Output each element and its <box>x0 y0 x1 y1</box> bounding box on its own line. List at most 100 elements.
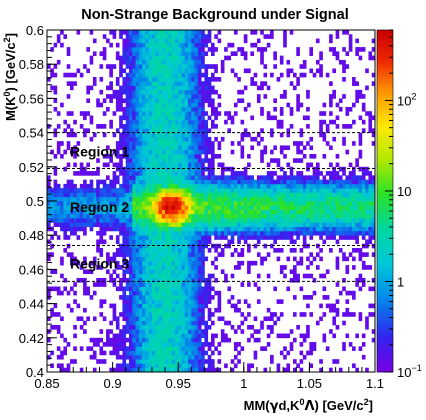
heatmap-cell <box>296 196 300 202</box>
heatmap-cell <box>138 183 143 189</box>
heatmap-cell <box>217 226 222 232</box>
heatmap-cell <box>132 38 136 44</box>
heatmap-cell <box>194 183 199 189</box>
heatmap-cell <box>168 59 172 65</box>
heatmap-cell <box>220 166 225 172</box>
heatmap-cell <box>148 51 153 56</box>
heatmap-cell <box>197 94 202 99</box>
heatmap-cell <box>188 333 192 339</box>
heatmap-cell <box>142 98 146 104</box>
heatmap-cell <box>125 248 130 253</box>
heatmap-cell <box>283 222 287 228</box>
heatmap-cell <box>132 303 136 309</box>
heatmap-cell <box>266 115 271 121</box>
heatmap-cell <box>92 192 97 198</box>
heatmap-cell <box>352 256 356 262</box>
heatmap-cell <box>178 38 182 44</box>
heatmap-cell <box>299 205 304 210</box>
heatmap-cell <box>174 312 179 317</box>
heatmap-cell <box>243 299 248 304</box>
heatmap-cell <box>161 179 166 185</box>
heatmap-cell <box>89 226 94 232</box>
heatmap-cell <box>155 55 159 61</box>
heatmap-cell <box>125 171 130 176</box>
heatmap-cell <box>135 230 140 236</box>
heatmap-cell <box>158 64 163 69</box>
heatmap-cell <box>233 303 238 309</box>
heatmap-cell <box>188 196 192 202</box>
heatmap-cell <box>191 260 195 266</box>
heatmap-cell <box>129 89 133 95</box>
heatmap-cell <box>191 124 195 129</box>
heatmap-cell <box>276 226 281 232</box>
heatmap-cell <box>155 277 159 283</box>
heatmap-cell <box>158 201 163 206</box>
heatmap-cell <box>83 290 87 296</box>
heatmap-cell <box>69 226 74 232</box>
heatmap-cell <box>168 175 172 180</box>
heatmap-cell <box>194 359 199 364</box>
heatmap-cell <box>158 188 163 193</box>
heatmap-cell <box>102 350 107 356</box>
heatmap-cell <box>174 68 179 74</box>
heatmap-cell <box>214 218 218 223</box>
heatmap-cell <box>191 303 195 309</box>
heatmap-cell <box>125 128 130 133</box>
heatmap-cell <box>53 205 58 210</box>
heatmap-cell <box>181 153 186 159</box>
heatmap-cell <box>345 183 350 189</box>
heatmap-cell <box>109 124 113 129</box>
heatmap-cell <box>168 295 172 300</box>
heatmap-cell <box>217 153 222 159</box>
heatmap-cell <box>50 205 54 210</box>
heatmap-cell <box>306 205 310 210</box>
heatmap-cell <box>293 273 297 279</box>
heatmap-cell <box>247 218 251 223</box>
heatmap-cell <box>296 98 300 104</box>
heatmap-cell <box>106 329 110 334</box>
heatmap-cell <box>158 47 163 52</box>
heatmap-cell <box>60 290 64 296</box>
heatmap-cell <box>319 205 323 210</box>
heatmap-cell <box>188 359 192 364</box>
heatmap-cell <box>135 316 140 322</box>
heatmap-cell <box>168 136 172 142</box>
heatmap-cell <box>92 282 97 287</box>
heatmap-cell <box>224 209 228 215</box>
colorbar-segment <box>377 109 393 114</box>
heatmap-cell <box>135 269 140 275</box>
heatmap-cell <box>50 192 54 198</box>
heatmap-cell <box>348 342 353 347</box>
heatmap-cell <box>204 192 209 198</box>
heatmap-cell <box>83 111 87 116</box>
colorbar-segment <box>377 158 393 162</box>
heatmap-cell <box>60 333 64 339</box>
heatmap-cell <box>361 235 366 240</box>
heatmap-cell <box>204 239 209 245</box>
heatmap-cell <box>227 42 232 48</box>
heatmap-cell <box>194 34 199 39</box>
heatmap-cell <box>138 213 143 219</box>
heatmap-cell <box>122 235 127 240</box>
heatmap-cell <box>138 179 143 185</box>
heatmap-cell <box>102 201 107 206</box>
heatmap-cell <box>56 324 61 330</box>
heatmap-cell <box>181 239 186 245</box>
heatmap-cell <box>368 303 373 309</box>
heatmap-cell <box>191 59 195 65</box>
heatmap-cell <box>207 183 212 189</box>
heatmap-cell <box>371 329 376 334</box>
heatmap-cell <box>289 226 294 232</box>
heatmap-cell <box>201 316 205 322</box>
heatmap-cell <box>345 111 350 116</box>
heatmap-cell <box>201 286 205 292</box>
heatmap-cell <box>266 273 271 279</box>
heatmap-cell <box>145 106 150 112</box>
heatmap-cell <box>135 260 140 266</box>
heatmap-cell <box>155 94 159 99</box>
heatmap-cell <box>102 299 107 304</box>
heatmap-cell <box>135 81 140 86</box>
heatmap-cell <box>230 213 235 219</box>
heatmap-cell <box>220 230 225 236</box>
